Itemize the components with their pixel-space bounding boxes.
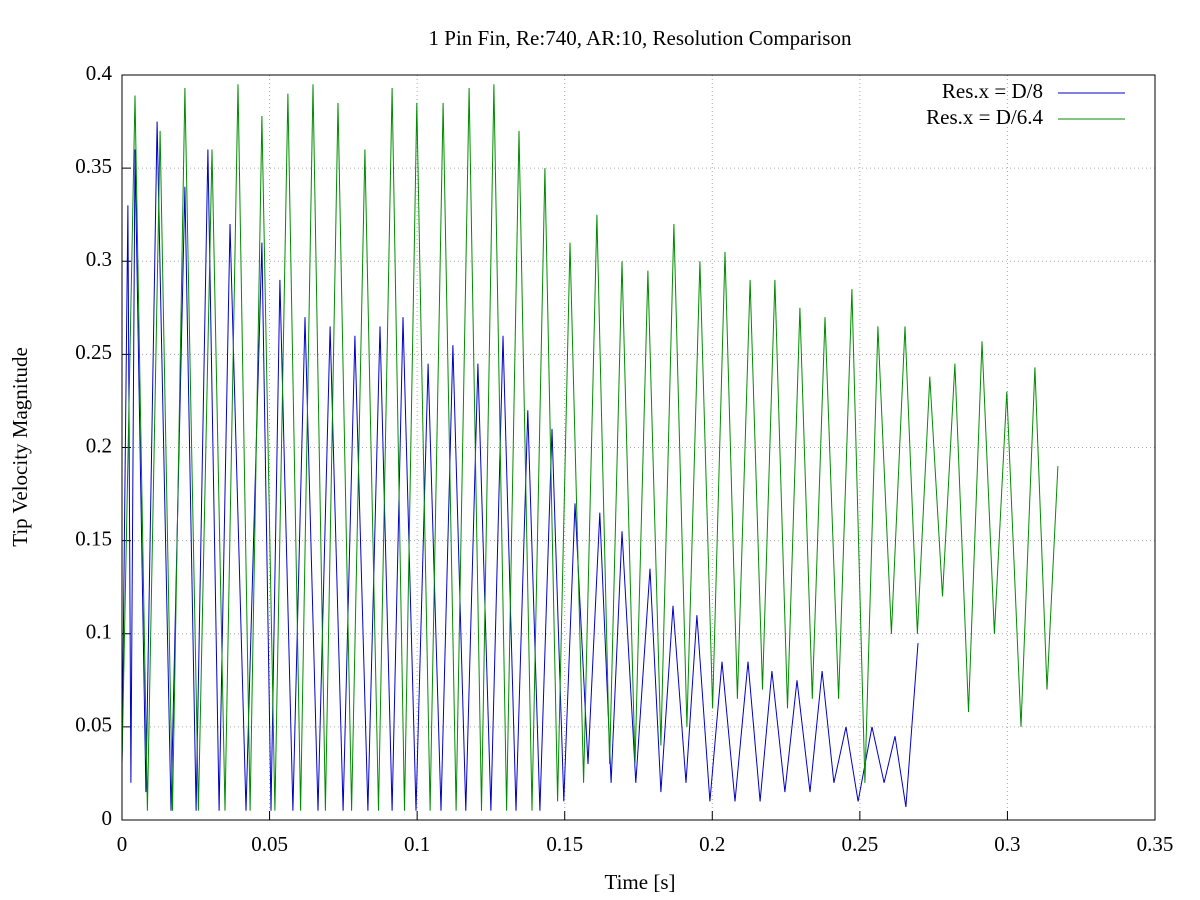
y-tick-label: 0.3 <box>86 247 112 271</box>
x-tick-label: 0.05 <box>251 832 288 856</box>
x-tick-label: 0.25 <box>841 832 878 856</box>
y-tick-label: 0.4 <box>86 61 113 85</box>
series-line <box>121 121 919 811</box>
x-axis-label: Time [s] <box>605 870 676 894</box>
plot-frame <box>121 74 1156 821</box>
y-tick-label: 0.15 <box>75 526 112 550</box>
x-tick-label: 0.15 <box>546 832 583 856</box>
x-tick-label: 0.35 <box>1137 832 1174 856</box>
x-tick-label: 0 <box>117 832 128 856</box>
series-line <box>121 84 1059 811</box>
y-tick-label: 0 <box>102 806 113 830</box>
x-tick-label: 0.3 <box>994 832 1020 856</box>
chart-title: 1 Pin Fin, Re:740, AR:10, Resolution Com… <box>429 26 852 50</box>
y-tick-label: 0.1 <box>86 620 112 644</box>
y-tick-label: 0.25 <box>75 340 112 364</box>
legend-label: Res.x = D/6.4 <box>926 105 1043 129</box>
x-tick-label: 0.2 <box>699 832 725 856</box>
x-tick-label: 0.1 <box>404 832 430 856</box>
y-tick-label: 0.35 <box>75 154 112 178</box>
y-axis-label: Tip Velocity Magnitude <box>8 347 32 547</box>
y-tick-label: 0.05 <box>75 713 112 737</box>
y-tick-label: 0.2 <box>86 433 112 457</box>
legend-label: Res.x = D/8 <box>942 79 1043 103</box>
